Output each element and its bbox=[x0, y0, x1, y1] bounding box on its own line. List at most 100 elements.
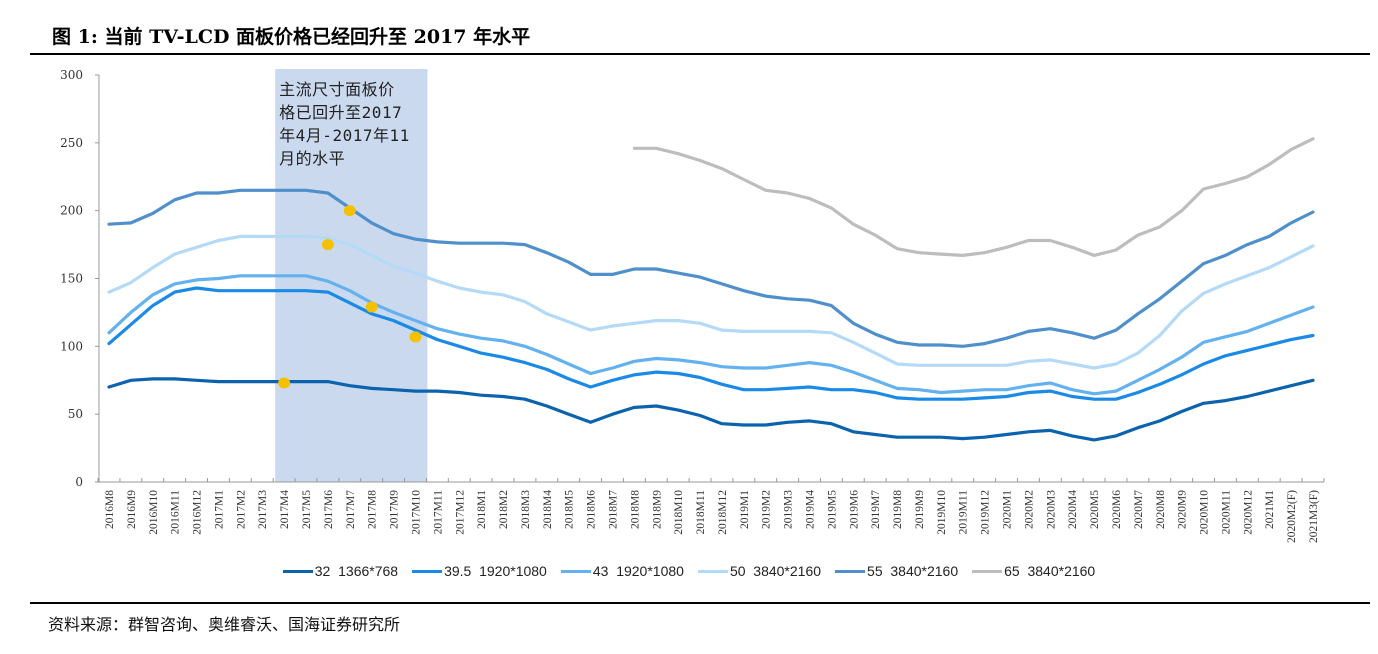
legend-label: 39.5 1920*1080 bbox=[444, 563, 547, 579]
x-tick-label: 2019M5 bbox=[826, 490, 838, 529]
x-tick-label: 2020M3 bbox=[1045, 490, 1057, 529]
x-tick-label: 2019M3 bbox=[783, 490, 795, 529]
x-tick-label: 2018M7 bbox=[607, 490, 619, 529]
legend-item: 55 3840*2160 bbox=[835, 563, 958, 579]
x-tick-label: 2019M6 bbox=[848, 490, 860, 529]
x-tick-label: 2019M1 bbox=[739, 490, 751, 529]
highlight-marker bbox=[321, 239, 334, 251]
y-tick-label: 0 bbox=[75, 475, 83, 489]
x-tick-label: 2020M10 bbox=[1199, 490, 1211, 535]
y-tick-label: 150 bbox=[60, 272, 83, 286]
highlight-marker bbox=[343, 205, 356, 217]
x-tick-label: 2018M9 bbox=[651, 490, 663, 529]
x-tick-label: 2016M11 bbox=[170, 490, 182, 535]
x-tick-label: 2018M11 bbox=[695, 490, 707, 535]
legend-label: 43 1920*1080 bbox=[592, 563, 684, 579]
x-tick-label: 2019M8 bbox=[892, 490, 904, 529]
x-tick-label: 2017M5 bbox=[301, 490, 313, 529]
x-tick-label: 2017M4 bbox=[279, 490, 291, 529]
x-tick-label: 2016M10 bbox=[148, 490, 160, 535]
legend-swatch bbox=[560, 569, 591, 573]
source-note: 资料来源：群智咨询、奥维睿沃、国海证券研究所 bbox=[48, 615, 401, 634]
x-tick-label: 2018M4 bbox=[542, 490, 554, 529]
x-tick-label: 2017M8 bbox=[367, 490, 379, 529]
series-line-4 bbox=[107, 188, 1315, 348]
x-tick-label: 2019M7 bbox=[870, 490, 882, 529]
x-tick-label: 2020M8 bbox=[1155, 490, 1167, 529]
annotation-line: 主流尺寸面板价 bbox=[279, 80, 395, 99]
y-tick-label: 250 bbox=[60, 136, 83, 150]
x-tick-label: 2017M6 bbox=[323, 490, 335, 529]
figure-title: 图 1: 当前 TV-LCD 面板价格已经回升至 2017 年水平 bbox=[52, 26, 531, 48]
x-tick-label: 2017M10 bbox=[410, 490, 422, 535]
chart-legend: 32 1366*768 39.5 1920*1080 43 1920*1080 50 … bbox=[0, 563, 1378, 579]
x-tick-label: 2017M12 bbox=[454, 490, 466, 535]
highlight-marker bbox=[278, 377, 291, 389]
x-tick-label: 2017M3 bbox=[257, 490, 269, 529]
legend-swatch bbox=[972, 569, 1003, 573]
x-tick-label: 2020M6 bbox=[1111, 490, 1123, 529]
x-tick-label: 2019M10 bbox=[936, 490, 948, 535]
legend-label: 55 3840*2160 bbox=[867, 563, 959, 579]
x-tick-label: 2019M4 bbox=[805, 490, 817, 529]
x-tick-label: 2019M12 bbox=[980, 490, 992, 535]
x-tick-label: 2018M2 bbox=[498, 490, 510, 529]
legend-swatch bbox=[835, 569, 866, 573]
legend-label: 65 3840*2160 bbox=[1004, 563, 1096, 579]
legend-item: 50 3840*2160 bbox=[697, 563, 822, 579]
series-line-2 bbox=[107, 274, 1315, 396]
legend-swatch bbox=[282, 569, 313, 573]
x-tick-label: 2016M8 bbox=[104, 490, 116, 529]
x-tick-label: 2017M7 bbox=[345, 490, 357, 529]
highlight-marker bbox=[365, 301, 378, 313]
legend-item: 43 1920*1080 bbox=[560, 563, 684, 579]
x-tick-label: 2016M12 bbox=[192, 490, 204, 535]
series-line-3 bbox=[107, 234, 1315, 370]
x-tick-label: 2020M11 bbox=[1220, 490, 1232, 535]
annotation-line: 月的水平 bbox=[279, 149, 345, 168]
x-tick-label: 2018M5 bbox=[564, 490, 576, 529]
legend-item: 39.5 1920*1080 bbox=[412, 563, 547, 579]
x-tick-label: 2018M1 bbox=[476, 490, 488, 529]
series-line-1 bbox=[107, 286, 1315, 401]
highlight-marker bbox=[409, 331, 422, 343]
y-tick-label: 100 bbox=[60, 339, 83, 353]
title-divider bbox=[30, 53, 1370, 55]
x-tick-label: 2021M3(F) bbox=[1308, 490, 1320, 543]
legend-swatch bbox=[697, 569, 728, 573]
legend-item: 65 3840*2160 bbox=[972, 563, 1095, 579]
legend-swatch bbox=[412, 569, 443, 573]
x-tick-label: 2017M2 bbox=[235, 490, 247, 529]
x-tick-label: 2020M2 bbox=[1023, 490, 1035, 529]
x-tick-label: 2017M9 bbox=[389, 490, 401, 529]
x-tick-label: 2017M1 bbox=[213, 490, 225, 529]
legend-item: 32 1366*768 bbox=[282, 563, 399, 579]
legend-label: 32 1366*768 bbox=[314, 563, 399, 579]
x-tick-label: 2016M9 bbox=[126, 490, 138, 529]
x-tick-label: 2017M11 bbox=[432, 490, 444, 535]
x-tick-label: 2020M12 bbox=[1242, 490, 1254, 535]
x-tick-label: 2018M8 bbox=[629, 490, 641, 529]
x-tick-label: 2020M7 bbox=[1133, 490, 1145, 529]
legend-label: 50 3840*2160 bbox=[729, 563, 822, 579]
series-line-5 bbox=[632, 137, 1315, 257]
line-chart: 0 50 100 150 200 250 300 2016M8 2016M9 2016M10 20… bbox=[60, 68, 1325, 543]
x-tick-label: 2018M10 bbox=[673, 490, 685, 535]
y-tick-label: 300 bbox=[60, 68, 83, 82]
x-tick-label: 2020M2(F) bbox=[1286, 490, 1298, 543]
x-tick-label: 2020M9 bbox=[1177, 490, 1189, 529]
x-tick-label: 2019M9 bbox=[914, 490, 926, 529]
x-tick-label: 2020M5 bbox=[1089, 490, 1101, 529]
annotation-line: 年4月-2017年11 bbox=[279, 126, 410, 145]
x-tick-label: 2018M6 bbox=[586, 490, 598, 529]
x-tick-label: 2020M4 bbox=[1067, 490, 1079, 529]
series-line-0 bbox=[107, 377, 1315, 442]
y-tick-label: 50 bbox=[68, 407, 83, 421]
x-tick-label: 2021M1 bbox=[1264, 490, 1276, 529]
x-tick-label: 2019M11 bbox=[958, 490, 970, 535]
x-tick-label: 2018M3 bbox=[520, 490, 532, 529]
y-tick-label: 200 bbox=[60, 204, 83, 218]
x-tick-label: 2020M1 bbox=[1002, 490, 1014, 529]
source-divider bbox=[30, 602, 1370, 604]
annotation-line: 格已回升至2017 bbox=[279, 103, 402, 122]
